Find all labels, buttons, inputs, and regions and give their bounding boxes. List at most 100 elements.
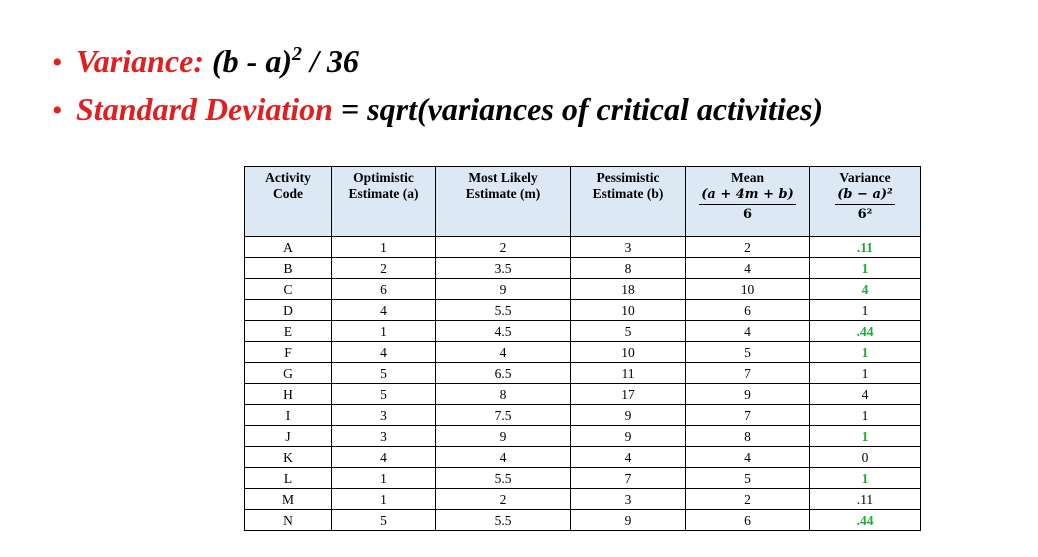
table-row: C 6 9 18 10 4 — [244, 278, 921, 300]
cell-activity-code: C — [244, 278, 332, 300]
cell-variance: 1 — [809, 299, 921, 321]
table-row: G 5 6.5 11 7 1 — [244, 362, 921, 384]
std-dev-formula: = sqrt(variances of critical activities) — [332, 91, 824, 127]
cell-optimistic: 5 — [331, 509, 436, 531]
cell-activity-code: K — [244, 446, 332, 468]
mean-numerator: (a + 4m + b) — [699, 187, 796, 205]
cell-mean: 2 — [685, 236, 810, 258]
header-most-likely: Most Likely Estimate (m) — [435, 166, 571, 237]
cell-activity-code: I — [244, 404, 332, 426]
cell-mean: 2 — [685, 488, 810, 510]
cell-pessimistic: 10 — [570, 299, 686, 321]
estimates-table-container: Activity Code Optimistic Estimate (a) Mo… — [244, 166, 921, 531]
mean-denominator: 6 — [742, 207, 753, 222]
cell-activity-code: M — [244, 488, 332, 510]
cell-mean: 9 — [685, 383, 810, 405]
cell-pessimistic: 9 — [570, 425, 686, 447]
cell-pessimistic: 3 — [570, 236, 686, 258]
cell-optimistic: 1 — [331, 467, 436, 489]
variance-divisor: / 36 — [301, 43, 359, 79]
cell-most-likely: 8 — [435, 383, 571, 405]
cell-most-likely: 7.5 — [435, 404, 571, 426]
cell-pessimistic: 3 — [570, 488, 686, 510]
header-text: Estimate (b) — [592, 186, 664, 201]
cell-most-likely: 9 — [435, 278, 571, 300]
table-row: A 1 2 3 2.11 — [244, 236, 921, 258]
cell-activity-code: H — [244, 383, 332, 405]
estimates-table: Activity Code Optimistic Estimate (a) Mo… — [244, 166, 921, 531]
cell-variance: 1 — [809, 257, 921, 279]
cell-variance: .11 — [809, 236, 921, 258]
header-optimistic: Optimistic Estimate (a) — [331, 166, 436, 237]
cell-optimistic: 4 — [331, 446, 436, 468]
cell-optimistic: 6 — [331, 278, 436, 300]
cell-most-likely: 4 — [435, 446, 571, 468]
bullet-dot-icon: • — [52, 94, 63, 127]
cell-most-likely: 5.5 — [435, 467, 571, 489]
header-variance: Variance (b − a)² 6² — [809, 166, 921, 237]
variance-numerator: (b − a)² — [835, 187, 895, 205]
header-text: Estimate (m) — [465, 186, 541, 201]
cell-activity-code: J — [244, 425, 332, 447]
cell-pessimistic: 5 — [570, 320, 686, 342]
table-row: D 4 5.5 10 6 1 — [244, 299, 921, 321]
cell-pessimistic: 9 — [570, 509, 686, 531]
cell-mean: 6 — [685, 299, 810, 321]
cell-optimistic: 3 — [331, 425, 436, 447]
cell-mean: 7 — [685, 404, 810, 426]
cell-variance: 1 — [809, 362, 921, 384]
table-body: A 1 2 3 2.11 B 2 3.5 8 4 1 C 6 9 18 10 4 D 4 5.5 10 6 1 E 1 4.5 5 4… — [244, 236, 921, 531]
cell-optimistic: 1 — [331, 488, 436, 510]
table-row: F 4 4 10 5 1 — [244, 341, 921, 363]
cell-most-likely: 3.5 — [435, 257, 571, 279]
cell-optimistic: 1 — [331, 236, 436, 258]
cell-most-likely: 5.5 — [435, 299, 571, 321]
bullet-dot-icon: • — [52, 46, 63, 79]
cell-mean: 6 — [685, 509, 810, 531]
variance-formula: (b - a) — [212, 43, 292, 79]
cell-mean: 5 — [685, 341, 810, 363]
cell-pessimistic: 4 — [570, 446, 686, 468]
cell-variance: 1 — [809, 467, 921, 489]
cell-mean: 10 — [685, 278, 810, 300]
cell-pessimistic: 11 — [570, 362, 686, 384]
std-dev-label: Standard Deviation — [76, 91, 333, 127]
cell-variance: 1 — [809, 425, 921, 447]
header-text: Activity — [265, 170, 311, 185]
cell-optimistic: 2 — [331, 257, 436, 279]
table-row: L 1 5.5 7 5 1 — [244, 467, 921, 489]
cell-activity-code: A — [244, 236, 332, 258]
table-row: N 5 5.5 9 6.44 — [244, 509, 921, 531]
cell-activity-code: G — [244, 362, 332, 384]
cell-optimistic: 1 — [331, 320, 436, 342]
header-text: Variance — [839, 170, 891, 185]
std-dev-bullet: • Standard Deviation = sqrt(variances of … — [52, 89, 823, 131]
cell-variance: 1 — [809, 341, 921, 363]
cell-mean: 5 — [685, 467, 810, 489]
header-text: Pessimistic — [596, 170, 660, 185]
table-row: E 1 4.5 5 4.44 — [244, 320, 921, 342]
header-text: Mean — [731, 170, 764, 185]
cell-variance: 4 — [809, 278, 921, 300]
table-row: I 3 7.5 9 7 1 — [244, 404, 921, 426]
variance-bullet: • Variance: (b - a)2 / 36 — [52, 34, 359, 83]
cell-variance: 4 — [809, 383, 921, 405]
cell-variance: 1 — [809, 404, 921, 426]
variance-exponent: 2 — [291, 43, 302, 65]
cell-most-likely: 4.5 — [435, 320, 571, 342]
cell-mean: 7 — [685, 362, 810, 384]
cell-most-likely: 2 — [435, 236, 571, 258]
cell-activity-code: E — [244, 320, 332, 342]
header-mean: Mean (a + 4m + b) 6 — [685, 166, 810, 237]
header-text: Estimate (a) — [348, 186, 419, 201]
cell-activity-code: L — [244, 467, 332, 489]
cell-most-likely: 9 — [435, 425, 571, 447]
cell-optimistic: 4 — [331, 299, 436, 321]
cell-mean: 4 — [685, 446, 810, 468]
cell-activity-code: B — [244, 257, 332, 279]
cell-most-likely: 2 — [435, 488, 571, 510]
cell-optimistic: 5 — [331, 362, 436, 384]
cell-mean: 8 — [685, 425, 810, 447]
cell-optimistic: 4 — [331, 341, 436, 363]
